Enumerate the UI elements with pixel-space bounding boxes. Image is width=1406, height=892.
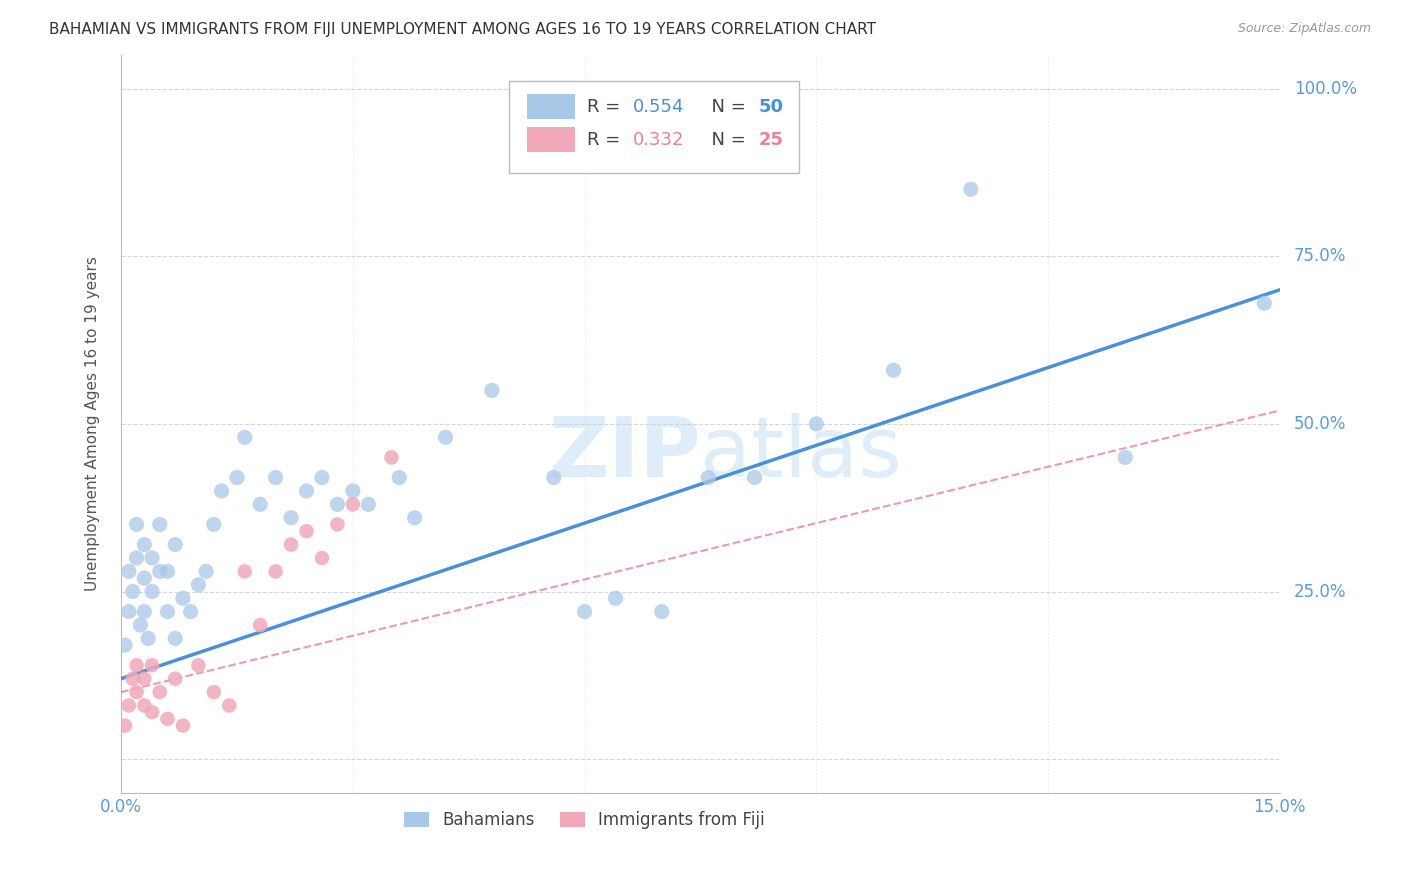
Point: [481, 384, 503, 398]
Point: [226, 470, 249, 484]
Point: [125, 685, 148, 699]
Point: [156, 565, 179, 579]
Point: [180, 605, 202, 619]
Point: [114, 718, 136, 732]
Point: [380, 450, 402, 465]
Text: 0.332: 0.332: [633, 131, 685, 149]
Point: [125, 517, 148, 532]
Text: ZIP: ZIP: [548, 413, 700, 494]
Point: [295, 483, 318, 498]
Point: [134, 571, 156, 585]
Point: [156, 605, 179, 619]
Point: [883, 363, 905, 377]
Text: R =: R =: [586, 98, 626, 116]
Point: [249, 497, 271, 511]
Point: [311, 551, 333, 566]
Point: [165, 632, 187, 646]
Point: [134, 672, 156, 686]
Point: [118, 698, 141, 713]
Point: [357, 497, 380, 511]
Point: [434, 430, 457, 444]
Point: [264, 470, 287, 484]
Point: [249, 618, 271, 632]
Point: [311, 470, 333, 484]
Point: [326, 497, 349, 511]
Text: BAHAMIAN VS IMMIGRANTS FROM FIJI UNEMPLOYMENT AMONG AGES 16 TO 19 YEARS CORRELAT: BAHAMIAN VS IMMIGRANTS FROM FIJI UNEMPLO…: [49, 22, 876, 37]
Point: [141, 551, 163, 566]
Point: [195, 565, 218, 579]
Point: [165, 672, 187, 686]
Point: [202, 685, 225, 699]
Point: [218, 698, 240, 713]
Point: [172, 591, 194, 606]
Point: [141, 584, 163, 599]
Point: [129, 618, 152, 632]
Text: N =: N =: [700, 98, 752, 116]
Point: [202, 517, 225, 532]
Point: [651, 605, 673, 619]
Point: [744, 470, 766, 484]
Point: [121, 672, 143, 686]
Point: [149, 517, 172, 532]
Point: [404, 510, 426, 524]
Point: [149, 685, 172, 699]
Point: [1253, 296, 1275, 310]
Point: [295, 524, 318, 538]
Point: [280, 538, 302, 552]
Point: [233, 430, 256, 444]
FancyBboxPatch shape: [527, 128, 575, 153]
Text: 75.0%: 75.0%: [1294, 247, 1346, 265]
Legend: Bahamians, Immigrants from Fiji: Bahamians, Immigrants from Fiji: [398, 805, 772, 836]
Point: [118, 605, 141, 619]
Text: R =: R =: [586, 131, 626, 149]
Text: 50.0%: 50.0%: [1294, 415, 1346, 433]
Point: [233, 565, 256, 579]
Point: [342, 497, 364, 511]
Point: [134, 538, 156, 552]
Text: 50: 50: [758, 98, 783, 116]
Point: [697, 470, 720, 484]
Y-axis label: Unemployment Among Ages 16 to 19 years: Unemployment Among Ages 16 to 19 years: [86, 257, 100, 591]
Point: [165, 538, 187, 552]
Point: [605, 591, 627, 606]
Point: [156, 712, 179, 726]
Text: 0.554: 0.554: [633, 98, 685, 116]
Point: [574, 605, 596, 619]
Point: [187, 578, 209, 592]
Point: [1114, 450, 1136, 465]
FancyBboxPatch shape: [527, 95, 575, 120]
Point: [543, 470, 565, 484]
Text: atlas: atlas: [700, 413, 903, 494]
Point: [388, 470, 411, 484]
Point: [264, 565, 287, 579]
Point: [134, 698, 156, 713]
Point: [141, 658, 163, 673]
Point: [326, 517, 349, 532]
Point: [211, 483, 233, 498]
Point: [125, 658, 148, 673]
Point: [959, 182, 981, 196]
Point: [125, 551, 148, 566]
Text: Source: ZipAtlas.com: Source: ZipAtlas.com: [1237, 22, 1371, 36]
Text: 25: 25: [758, 131, 783, 149]
Point: [172, 718, 194, 732]
Point: [141, 705, 163, 719]
Point: [806, 417, 828, 431]
FancyBboxPatch shape: [509, 81, 799, 173]
Point: [187, 658, 209, 673]
Text: 25.0%: 25.0%: [1294, 582, 1346, 600]
Point: [114, 638, 136, 652]
Point: [118, 565, 141, 579]
Text: 100.0%: 100.0%: [1294, 79, 1357, 97]
Point: [134, 605, 156, 619]
Point: [342, 483, 364, 498]
Point: [121, 584, 143, 599]
Point: [136, 632, 159, 646]
Point: [149, 565, 172, 579]
Text: N =: N =: [700, 131, 752, 149]
Point: [280, 510, 302, 524]
